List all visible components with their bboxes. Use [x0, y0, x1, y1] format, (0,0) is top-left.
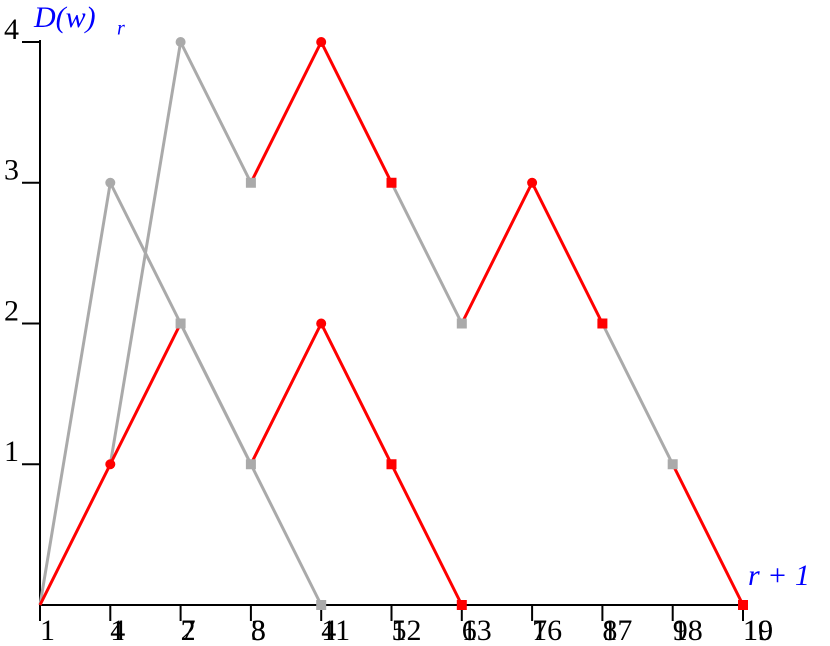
- line: [671, 463, 745, 606]
- x-tick-label: 11: [321, 614, 350, 646]
- line: [601, 322, 675, 465]
- point: [527, 177, 538, 188]
- point: [175, 37, 186, 47]
- point: [456, 318, 467, 329]
- point: [316, 600, 327, 610]
- line: [249, 320, 464, 606]
- point: [316, 318, 327, 329]
- x-tick-label: 12: [392, 614, 422, 646]
- x-tick-label: 5: [392, 614, 407, 646]
- point: [316, 37, 327, 47]
- y-tick-label: 2: [4, 294, 19, 327]
- line: [249, 38, 393, 184]
- line: [390, 182, 464, 325]
- x-tick-label: 7: [181, 614, 196, 646]
- x-tick-label: 3: [251, 614, 266, 646]
- x-tick-label: 4: [110, 614, 125, 646]
- x-tick-label: 2: [181, 614, 196, 646]
- point: [386, 459, 397, 470]
- x-axis-label: r + 1: [748, 559, 810, 592]
- y-tick-label: 4: [4, 13, 19, 46]
- point: [175, 318, 186, 329]
- point: [245, 459, 256, 470]
- line: [460, 179, 604, 325]
- point: [667, 459, 678, 470]
- x-tick-label: 8: [251, 614, 266, 646]
- y-tick-label: 3: [4, 154, 19, 187]
- point: [245, 177, 256, 188]
- y-tick-label: 1: [4, 435, 19, 468]
- x-tick-label: 4: [321, 614, 336, 646]
- line: [38, 177, 323, 606]
- point: [456, 600, 467, 610]
- line: [179, 322, 253, 465]
- x-tick-label: 6: [462, 614, 477, 646]
- x-tick-label: 1: [110, 614, 125, 646]
- x-tick-label: 7: [532, 614, 547, 646]
- x-tick-label: 1: [40, 614, 55, 646]
- x-tick-label: 13: [462, 614, 492, 646]
- x-tick-label: 9: [673, 614, 688, 646]
- x-tick-label: 19: [743, 614, 773, 646]
- x-tick-label: 17: [602, 614, 632, 646]
- x-tick-label: 10: [743, 614, 773, 646]
- point: [386, 177, 397, 188]
- line: [108, 37, 253, 465]
- point: [105, 177, 116, 188]
- x-tick-label: 16: [532, 614, 562, 646]
- point: [105, 459, 116, 470]
- y-axis-label-sub: r: [117, 18, 125, 40]
- point: [738, 600, 748, 610]
- point: [597, 318, 608, 329]
- y-axis-label: D(w): [33, 1, 96, 34]
- x-tick-label: 18: [673, 614, 703, 646]
- x-tick-label: 8: [602, 614, 617, 646]
